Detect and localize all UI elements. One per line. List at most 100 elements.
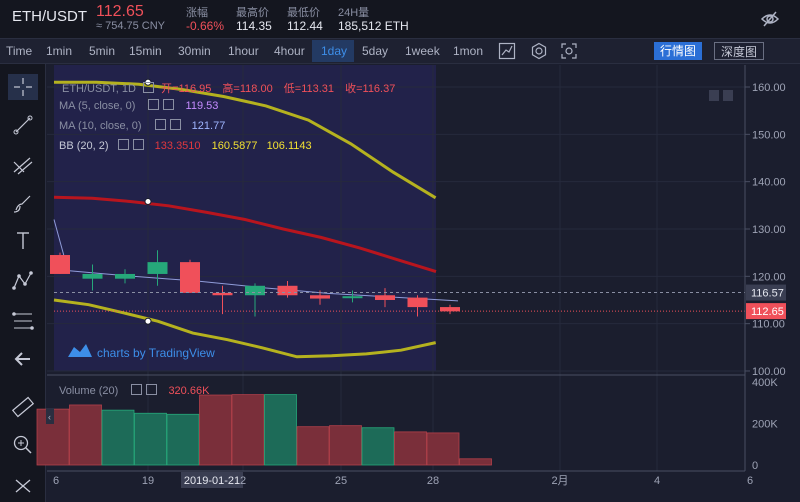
tradingview-logo-icon: [68, 344, 92, 357]
crosshair-price-label: 116.57: [751, 288, 784, 300]
bb-label: BB (20, 2): [59, 140, 109, 152]
depth-chart-button[interactable]: 深度图: [714, 42, 765, 60]
volume-label: Volume (20): [59, 385, 119, 397]
ma5-settings-icon[interactable]: [148, 99, 160, 110]
time-tick-label: 2: [240, 475, 246, 487]
time-axis: 6 19 2019-01-21 2 25 28 2月 4 6: [53, 472, 753, 488]
price-axis: 160.00 150.00 140.00 130.00 120.00 110.00 100.…: [745, 82, 786, 378]
time-tick-label: 4: [654, 475, 660, 487]
pattern-icon[interactable]: [8, 268, 38, 294]
ohlc-legend: ETH/USDT, 1D 开=116.95 高=118.00 低=113.31 …: [62, 80, 395, 96]
bb-settings-icon[interactable]: [117, 139, 129, 150]
candle-body: [440, 307, 460, 312]
price-tick-label: 160.00: [752, 82, 786, 94]
price-tags: 116.57 112.65: [746, 284, 786, 320]
time-tick-label: 2月: [551, 475, 568, 487]
ticker-header: ETH/USDT 112.65 ≈ 754.75 CNY 涨幅 -0.66% 最…: [0, 0, 800, 38]
pitchfork-icon[interactable]: [8, 152, 38, 178]
bb-lower-value: 106.1143: [266, 140, 312, 152]
volume-tick-label: 200K: [752, 419, 778, 431]
volume-bar: [199, 394, 232, 466]
high-value: 118.00: [239, 83, 273, 95]
eye-off-icon[interactable]: [760, 9, 780, 29]
candle-body: [407, 297, 428, 308]
tf-5day[interactable]: 5day: [362, 44, 389, 58]
bb-mid-line: [53, 195, 437, 274]
tf-15min[interactable]: 15min: [129, 44, 162, 58]
screenshot-icon[interactable]: [560, 42, 578, 60]
trendline-icon[interactable]: [8, 112, 38, 138]
time-tick-label: 6: [747, 475, 753, 487]
anchor-point: [144, 198, 152, 206]
legend-title: ETH/USDT, 1D: [62, 83, 136, 95]
low-label: 低=: [283, 83, 302, 95]
volume-bar: [264, 394, 297, 466]
volume-bar: [394, 431, 427, 466]
ma10-settings-icon[interactable]: [154, 119, 166, 130]
volume-bar: [166, 413, 200, 466]
crosshair-price-badge: [746, 284, 786, 301]
collapse-handle[interactable]: [46, 408, 54, 424]
back-arrow-icon[interactable]: [8, 346, 38, 372]
ruler-icon[interactable]: [8, 394, 38, 420]
brush-icon[interactable]: [8, 190, 38, 216]
volume-settings-icon[interactable]: [131, 384, 143, 395]
move-down-icon[interactable]: [709, 90, 719, 101]
tf-1week[interactable]: 1week: [405, 44, 440, 58]
settings-icon[interactable]: [530, 42, 548, 60]
volume24h-value: 185,512 ETH: [338, 19, 409, 33]
time-tick-label: 25: [335, 475, 347, 487]
crosshair-icon[interactable]: [8, 74, 38, 100]
bb-close-icon[interactable]: [132, 139, 144, 150]
last-price-label: 112.65: [751, 306, 784, 318]
candles: [50, 250, 460, 317]
tf-5min[interactable]: 5min: [89, 44, 116, 58]
ma10-label: MA (10, close, 0): [59, 120, 142, 132]
change-value: -0.66%: [186, 19, 225, 33]
text-icon[interactable]: [8, 228, 38, 254]
candle-body: [180, 262, 200, 293]
volume-close-icon[interactable]: [146, 384, 158, 395]
fib-icon[interactable]: [8, 308, 38, 334]
candle-body: [375, 295, 395, 300]
ma5-close-icon[interactable]: [163, 99, 175, 110]
collapse-arrow-icon[interactable]: ‹: [48, 412, 51, 422]
market-chart-button[interactable]: 行情图: [654, 42, 703, 60]
zoom-in-icon[interactable]: [8, 432, 38, 458]
volume-bar: [459, 458, 492, 466]
price-tick-label: 110.00: [752, 319, 785, 331]
volume-bars: [36, 394, 492, 466]
volume-bar: [329, 425, 362, 466]
tf-1min[interactable]: 1min: [46, 44, 73, 58]
low-value: 112.44: [287, 19, 323, 33]
change-label: 涨幅: [186, 7, 208, 19]
close-value: 116.37: [362, 83, 396, 95]
volume-tick-label: 0: [752, 460, 758, 472]
remove-icon[interactable]: [8, 472, 38, 498]
tf-30min[interactable]: 30min: [178, 44, 211, 58]
price-tick-label: 140.00: [752, 177, 786, 189]
candle-body: [82, 273, 103, 279]
tf-4hour[interactable]: 4hour: [274, 44, 305, 58]
high-label: 高=: [222, 83, 240, 95]
ma10-close-icon[interactable]: [169, 119, 181, 130]
tf-time[interactable]: Time: [6, 44, 33, 58]
volume-bar: [134, 412, 167, 466]
tf-1mon[interactable]: 1mon: [453, 44, 484, 58]
maximize-icon[interactable]: [723, 90, 733, 101]
date-cursor-badge: [181, 472, 243, 488]
high-value: 114.35: [236, 19, 272, 33]
indicator-icon[interactable]: [498, 42, 516, 60]
timeframe-toolbar: Time 1min 5min 15min 30min 1hour 4hour 1…: [0, 38, 800, 64]
anchor-point: [144, 317, 152, 325]
bb-legend: BB (20, 2) 133.3510 160.5877 106.1143: [59, 139, 312, 152]
legend-collapse-icon[interactable]: [143, 82, 155, 93]
candle-body: [115, 273, 135, 279]
tf-1hour[interactable]: 1hour: [228, 44, 259, 58]
tf-1day[interactable]: 1day: [321, 44, 348, 58]
volume-axis: 400K 200K 0: [752, 377, 778, 472]
bb-upper-value: 160.5877: [211, 140, 258, 152]
ma10-value: 121.77: [191, 120, 226, 132]
time-tick-label: 19: [142, 475, 154, 487]
